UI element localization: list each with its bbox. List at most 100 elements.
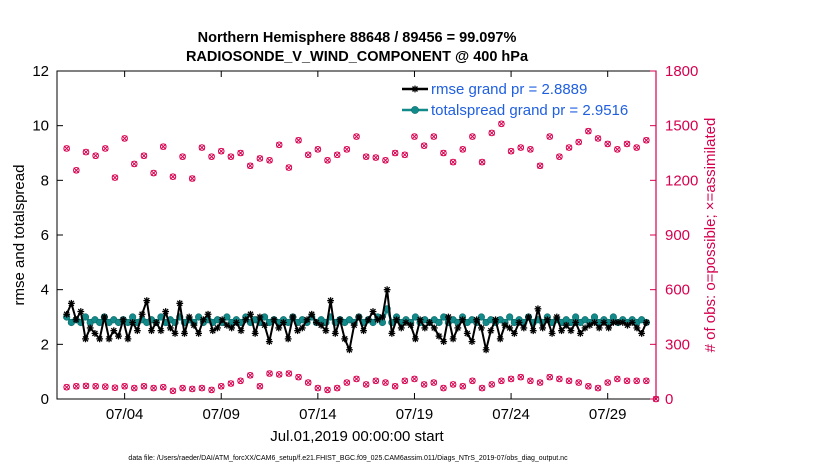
obs-count-point — [73, 167, 80, 174]
rmse-point — [166, 324, 174, 332]
rmse-point — [96, 335, 104, 343]
rmse-star-stroke — [633, 324, 640, 331]
legend-marker-totalspread — [411, 106, 419, 114]
plot-marks — [63, 120, 660, 403]
rmse-point — [247, 310, 254, 318]
rmse-star-stroke — [82, 335, 89, 342]
obs-assimilated-x — [411, 133, 418, 140]
obs-assimilated-x — [73, 167, 80, 174]
obs-possible-circle — [304, 379, 312, 386]
rmse-star-stroke — [379, 314, 386, 320]
obs-count-point — [401, 377, 409, 385]
totalspread-point — [506, 313, 514, 321]
rmse-star-stroke — [313, 319, 320, 326]
rmse-star-stroke — [223, 322, 230, 329]
obs-assimilated-x — [633, 144, 640, 151]
obs-assimilated-x — [189, 386, 196, 392]
obs-assimilated-x — [556, 153, 563, 160]
obs-assimilated-x — [459, 383, 466, 390]
obs-possible-circle — [517, 144, 525, 151]
rmse-point — [473, 316, 481, 324]
obs-count-point — [585, 382, 592, 390]
obs-count-point — [179, 384, 186, 392]
obs-possible-circle — [63, 145, 70, 152]
rmse-star-stroke — [157, 327, 164, 334]
rmse-point — [317, 321, 325, 329]
obs-assimilated-x — [575, 379, 582, 386]
rmse-star-stroke — [619, 319, 626, 326]
obs-assimilated-x — [140, 383, 147, 390]
rmse-star-stroke — [332, 330, 339, 337]
obs-count-point — [643, 377, 650, 385]
rmse-point — [397, 324, 405, 332]
obs-possible-circle — [343, 379, 351, 386]
obs-possible-circle — [488, 381, 496, 388]
rmse-point — [313, 319, 320, 326]
rmse-star-stroke — [266, 338, 273, 345]
rmse-star-stroke — [558, 327, 565, 334]
rmse-point — [105, 335, 113, 343]
x-tick-label: 07/19 — [396, 406, 434, 423]
rmse-point — [369, 308, 377, 315]
rmse-star-stroke — [233, 319, 240, 326]
obs-count-point — [372, 154, 380, 161]
obs-assimilated-x — [401, 151, 408, 158]
obs-count-point — [343, 146, 351, 153]
obs-possible-circle — [585, 127, 592, 135]
obs-count-point — [314, 384, 322, 392]
obs-assimilated-x — [266, 370, 273, 377]
obs-count-point — [362, 381, 370, 388]
obs-count-point — [459, 146, 467, 153]
rmse-star-stroke — [285, 335, 292, 342]
rmse-point — [162, 308, 170, 315]
obs-assimilated-x — [247, 372, 254, 379]
obs-possible-circle — [643, 136, 650, 144]
x-tick-label: 07/14 — [299, 406, 337, 423]
rmse-point — [454, 324, 462, 332]
obs-assimilated-x — [575, 139, 582, 146]
obs-assimilated-x — [653, 396, 659, 402]
obs-possible-circle — [575, 138, 583, 146]
obs-possible-circle — [285, 370, 293, 377]
obs-count-point — [121, 382, 128, 390]
rmse-point — [327, 297, 334, 304]
obs-count-point — [585, 127, 592, 135]
rmse-star-stroke — [506, 324, 513, 331]
rmse-point — [426, 319, 433, 326]
obs-assimilated-x — [324, 386, 331, 393]
rmse-point — [379, 313, 386, 321]
rmse-star-stroke — [299, 324, 306, 331]
rmse-point — [364, 316, 372, 324]
rmse-point — [355, 313, 363, 321]
obs-assimilated-x — [585, 128, 592, 135]
obs-assimilated-x — [604, 140, 611, 147]
rmse-star-stroke — [242, 316, 249, 323]
rmse-star-stroke — [162, 308, 169, 315]
obs-assimilated-x — [508, 148, 515, 155]
rmse-point — [360, 327, 367, 335]
obs-possible-circle — [333, 151, 341, 159]
obs-possible-circle — [324, 386, 331, 394]
rmse-star-stroke — [596, 324, 603, 331]
rmse-point — [600, 319, 608, 326]
totalspread-point — [195, 313, 203, 321]
obs-possible-circle — [92, 152, 99, 160]
obs-possible-circle — [382, 156, 389, 164]
rmse-star-stroke — [341, 335, 348, 342]
rmse-point — [115, 332, 122, 340]
rmse-point — [459, 316, 466, 324]
rmse-point — [100, 313, 108, 321]
obs-possible-circle — [63, 383, 70, 391]
obs-possible-circle — [362, 381, 370, 388]
rmse-star-stroke — [73, 316, 80, 323]
rmse-point — [463, 330, 471, 337]
obs-possible-circle — [275, 371, 283, 378]
obs-assimilated-x — [527, 146, 534, 153]
obs-possible-circle — [237, 149, 244, 157]
obs-possible-circle — [565, 144, 573, 151]
obs-count-point — [208, 153, 215, 160]
obs-possible-circle — [507, 147, 515, 155]
rmse-point — [280, 319, 287, 326]
obs-assimilated-x — [247, 162, 254, 169]
obs-count-point — [556, 153, 563, 160]
